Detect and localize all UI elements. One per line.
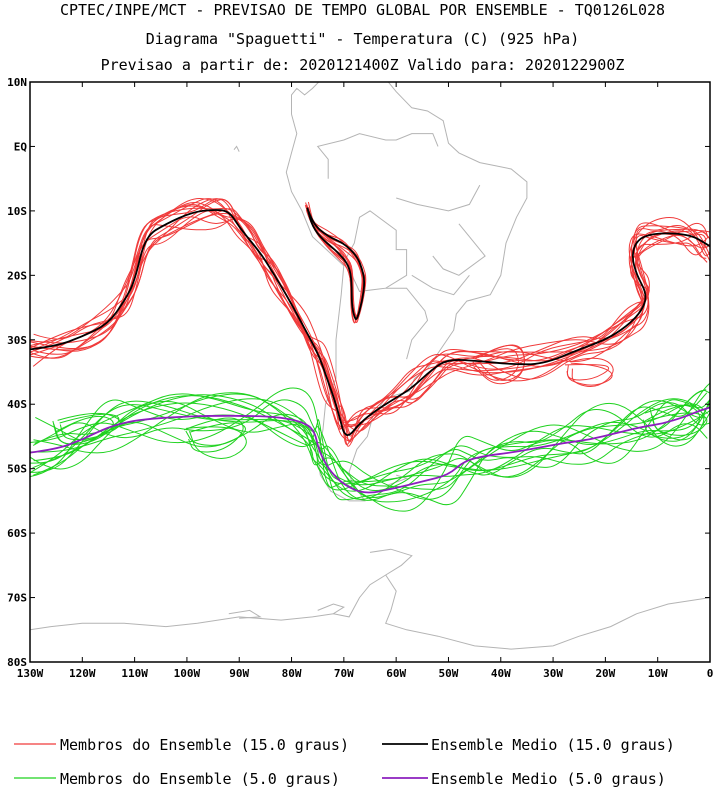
member-5-line [34,392,708,492]
chart-title-line-1: CPTEC/INPE/MCT - PREVISAO DE TEMPO GLOBA… [59,1,666,19]
coastline-segment [316,133,439,179]
member-5-cutoff [647,412,708,436]
coastline-map [30,82,710,650]
y-tick-label: 60S [7,527,27,540]
member-5-line [30,398,710,512]
coastline-segment [432,223,486,276]
member-5-cutoff [183,417,244,453]
coastline-segment [317,603,345,615]
x-tick-label: 0 [707,667,714,680]
x-tick-label: 40W [491,667,511,680]
x-tick-label: 120W [69,667,96,680]
member-15-cutoff [473,344,525,385]
member-15-line [30,205,709,430]
legend-mean15-label: Ensemble Medio (15.0 graus) [431,736,675,754]
member-5-line [30,397,710,500]
x-tick-label: 70W [334,667,354,680]
coastline-segment [228,609,262,619]
member-5-cutoff [642,404,701,439]
member-15-line [32,198,709,447]
y-tick-label: 10N [7,76,27,89]
coastline-segment [411,274,470,296]
x-tick-label: 90W [229,667,249,680]
mean-15-andes-loop [306,207,366,320]
ensemble-means-group [30,207,710,494]
coastline-segment [385,574,710,650]
x-tick-label: 30W [543,667,563,680]
y-tick-label: 20S [7,269,27,282]
y-tick-label: 80S [7,656,27,669]
mean-15-line [30,209,710,436]
x-tick-label: 110W [121,667,148,680]
chart-title-line-3: Previsao a partir de: 2020121400Z Valido… [100,56,625,74]
member-15-line [30,198,710,432]
legend: Membros do Ensemble (15.0 graus) Ensembl… [14,736,675,788]
x-tick-label: 20W [595,667,615,680]
x-tick-label: 80W [282,667,302,680]
x-tick-label: 100W [174,667,201,680]
member-5-line [32,399,710,501]
y-tick-label: 70S [7,592,27,605]
coastline-segment [233,145,240,152]
legend-mean5-label: Ensemble Medio (5.0 graus) [431,770,666,788]
axis-ticks: 130W 120W 110W 100W 90W 80W 70W 60W 50W 40W 30W 20W… [7,76,713,680]
member-15-line [30,216,710,426]
coastline-segment [396,184,481,212]
members-15-group [30,197,710,447]
coastline-segment [285,82,528,502]
y-tick-label: EQ [14,140,28,153]
member-15-cutoff [566,362,613,386]
member-15-line [30,197,707,423]
legend-members5-label: Membros do Ensemble (5.0 graus) [60,770,340,788]
member-15-line [32,216,707,437]
member-15-line [30,203,710,428]
member-15-line [30,213,708,427]
y-tick-label: 30S [7,334,27,347]
coastline-segment [30,548,413,631]
legend-members15-label: Membros do Ensemble (15.0 graus) [60,736,349,754]
member-5-cutoff [53,413,120,445]
mean-5-line [30,406,710,494]
x-tick-label: 130W [17,667,44,680]
chart-title-line-2: Diagrama "Spaguetti" - Temperatura (C) (… [145,30,580,48]
member-5-cutoff [186,426,247,459]
member-15-cutoff [564,363,610,381]
member-5-line [35,408,708,506]
coastline-segment [385,287,429,360]
plot-frame [29,81,711,663]
y-tick-label: 10S [7,205,27,218]
member-15-line [30,207,708,429]
x-tick-label: 60W [386,667,406,680]
member-15-cutoff [472,348,519,381]
coastline-segment [343,210,408,292]
y-tick-label: 50S [7,463,27,476]
member-5-cutoff [57,412,121,441]
members-5-group [30,382,710,512]
x-tick-label: 50W [439,667,459,680]
x-tick-label: 10W [648,667,668,680]
member-15-andes-loop [305,206,364,324]
y-tick-label: 40S [7,398,27,411]
member-15-line [32,198,709,435]
member-15-line [33,201,707,446]
